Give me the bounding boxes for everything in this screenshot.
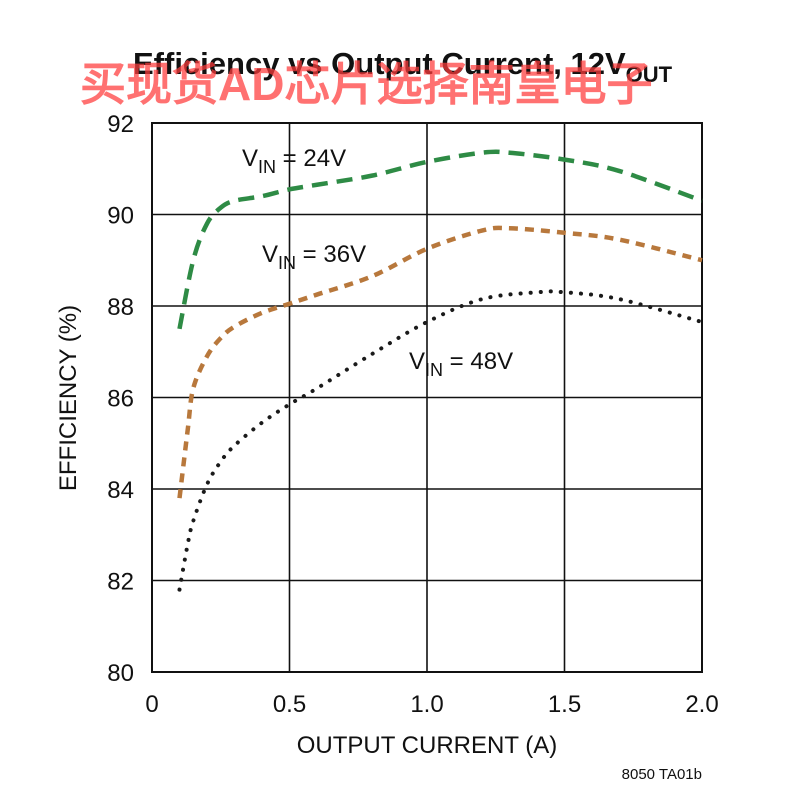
y-tick-labels: 80 82 84 86 88 90 92 — [107, 111, 134, 687]
series-label-vin-24v: VIN = 24V — [242, 145, 346, 177]
y-tick-label: 86 — [107, 386, 134, 413]
x-tick-labels: 0 0.5 1.0 1.5 2.0 — [145, 691, 718, 718]
series-line-vin-48v — [177, 289, 704, 592]
series-line-vin-24v — [177, 149, 703, 330]
watermark-text: 买现货AD芯片选择南皇电子 — [80, 58, 652, 110]
figure-code: 8050 TA01b — [622, 766, 702, 783]
series-lines — [177, 149, 704, 592]
series-line-vin-36v — [177, 225, 703, 499]
y-tick-label: 88 — [107, 294, 134, 321]
x-tick-label: 0 — [145, 691, 158, 718]
chart-title-subscript: OUT — [626, 62, 673, 87]
y-tick-label: 84 — [107, 477, 134, 504]
series-label-vin-36v: VIN = 36V — [262, 241, 366, 273]
x-tick-label: 1.0 — [410, 691, 443, 718]
y-tick-label: 82 — [107, 569, 134, 596]
x-axis-label: OUTPUT CURRENT (A) — [297, 732, 557, 759]
plot-frame — [151, 122, 703, 673]
x-tick-label: 2.0 — [685, 691, 718, 718]
y-tick-label: 90 — [107, 203, 134, 230]
plot-grid — [152, 123, 702, 672]
chart-title-main: Efficiency vs Output Current, 12V — [133, 46, 626, 81]
x-tick-label: 0.5 — [273, 691, 306, 718]
series-label-vin-48v: VIN = 48V — [409, 348, 513, 380]
y-tick-label: 80 — [107, 660, 134, 687]
chart-title: Efficiency vs Output Current, 12VOUT — [133, 46, 673, 87]
x-tick-label: 1.5 — [548, 691, 581, 718]
y-axis-label: EFFICIENCY (%) — [55, 305, 82, 491]
y-tick-label: 92 — [107, 111, 134, 138]
